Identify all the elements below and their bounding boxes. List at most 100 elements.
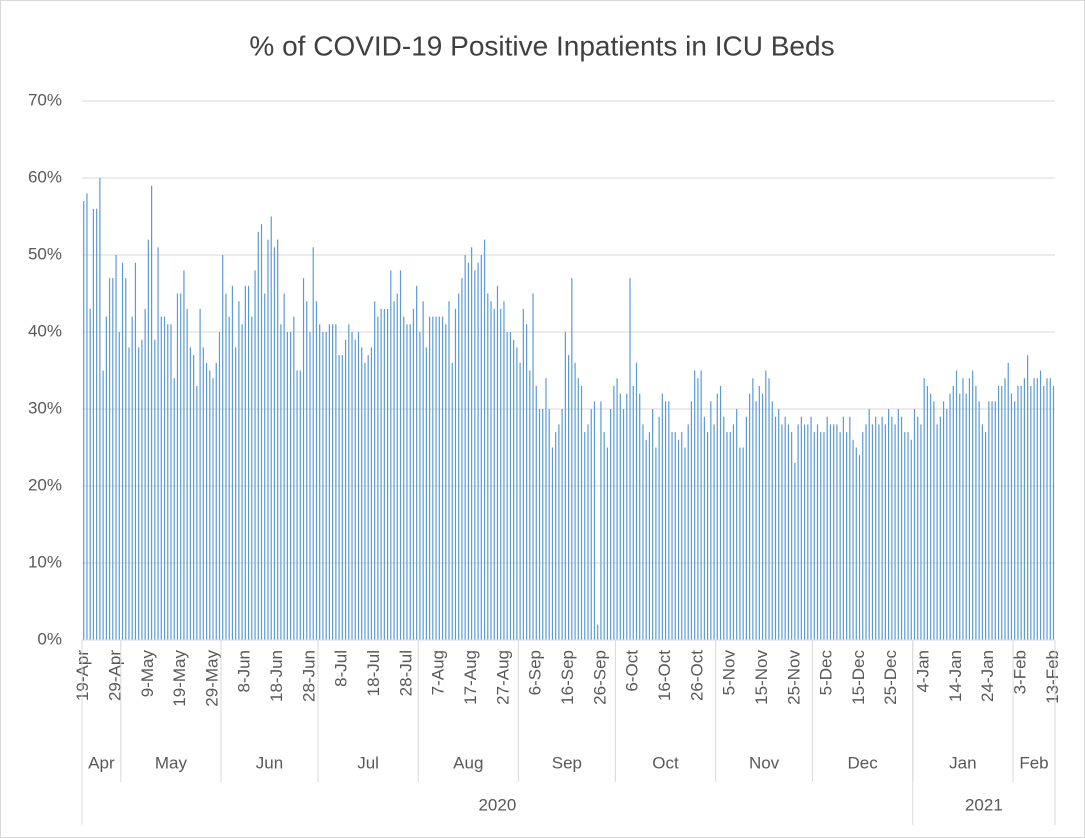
x-tick-label: 25-Nov <box>784 650 803 705</box>
bar <box>1039 370 1042 640</box>
y-tick-label: 0% <box>37 629 62 648</box>
bar <box>755 401 757 640</box>
bar <box>994 401 996 640</box>
bar <box>487 293 489 640</box>
bar <box>781 424 783 640</box>
x-tick-label: 9-May <box>138 650 157 698</box>
bar <box>134 262 137 640</box>
bar <box>891 416 893 640</box>
bar <box>681 432 683 640</box>
bar <box>842 416 844 640</box>
bar <box>390 270 392 640</box>
bar <box>458 293 460 640</box>
bar <box>930 393 932 640</box>
bar <box>180 293 182 640</box>
bar <box>991 401 993 640</box>
bar <box>561 409 563 640</box>
bar <box>545 378 547 640</box>
bar <box>118 332 120 640</box>
bar <box>981 424 983 640</box>
bar <box>364 362 366 640</box>
bar <box>141 339 143 640</box>
bar <box>215 362 217 640</box>
bar <box>820 432 822 640</box>
x-tick-label: 24-Jan <box>978 650 997 702</box>
bar <box>671 432 673 640</box>
bar <box>283 293 285 640</box>
bar <box>946 409 948 640</box>
x-tick-label: 18-Jul <box>364 650 383 696</box>
x-tick-label: 14-Jan <box>946 650 965 702</box>
bar <box>558 424 560 640</box>
month-label: Dec <box>848 753 879 772</box>
y-tick-label: 30% <box>28 398 62 417</box>
bar <box>89 308 91 640</box>
bar <box>1014 401 1016 640</box>
bar <box>176 293 179 640</box>
bar <box>464 255 466 640</box>
x-tick-label: 29-May <box>202 650 221 707</box>
bar <box>629 278 631 640</box>
bar <box>603 432 605 640</box>
bar <box>525 324 528 640</box>
bar <box>875 416 877 640</box>
bar <box>199 308 201 640</box>
bar <box>438 316 440 640</box>
bar <box>1020 385 1022 640</box>
bar <box>846 432 848 640</box>
bar <box>729 432 731 640</box>
bar <box>386 308 389 640</box>
x-tick-label: 16-Sep <box>558 650 577 705</box>
bar <box>904 432 906 640</box>
bar <box>380 308 382 640</box>
bar <box>270 216 272 640</box>
x-tick-label: 19-Apr <box>73 650 92 701</box>
bar <box>1052 385 1055 640</box>
bar <box>429 316 431 640</box>
bar <box>619 393 621 640</box>
y-tick-label: 10% <box>28 552 62 571</box>
bar <box>535 385 537 640</box>
x-tick-label: 17-Aug <box>461 650 480 705</box>
bar <box>374 301 376 640</box>
bar <box>962 378 964 640</box>
bar <box>917 416 919 640</box>
bar <box>1001 385 1003 640</box>
bar <box>241 324 243 640</box>
bar <box>829 424 832 640</box>
bar <box>399 270 402 640</box>
bar <box>348 324 350 640</box>
bar <box>529 370 531 640</box>
bar <box>606 447 608 640</box>
bar <box>260 224 263 640</box>
bar <box>723 416 725 640</box>
bar <box>687 424 689 640</box>
bar <box>131 316 133 640</box>
bar <box>280 324 282 640</box>
bar <box>658 416 660 640</box>
bar <box>222 255 224 640</box>
bar <box>593 401 596 640</box>
bar <box>218 332 221 640</box>
bar <box>888 409 890 640</box>
x-tick-label: 15-Nov <box>752 650 771 705</box>
y-tick-label: 60% <box>28 167 62 186</box>
bar <box>726 432 728 640</box>
x-tick-label: 5-Dec <box>817 650 836 696</box>
bar <box>500 308 502 640</box>
bar <box>183 270 185 640</box>
bar <box>652 409 654 640</box>
bar <box>823 432 825 640</box>
bar <box>306 301 308 640</box>
bar <box>580 385 583 640</box>
bar <box>684 447 686 640</box>
month-label: Sep <box>552 753 582 772</box>
x-tick-label: 4-Jan <box>914 650 933 693</box>
bar <box>83 201 85 640</box>
bar <box>852 439 854 640</box>
bar <box>138 347 140 640</box>
bar <box>972 370 974 640</box>
month-label: Jan <box>949 753 976 772</box>
bar <box>163 316 166 640</box>
bar <box>959 393 961 640</box>
